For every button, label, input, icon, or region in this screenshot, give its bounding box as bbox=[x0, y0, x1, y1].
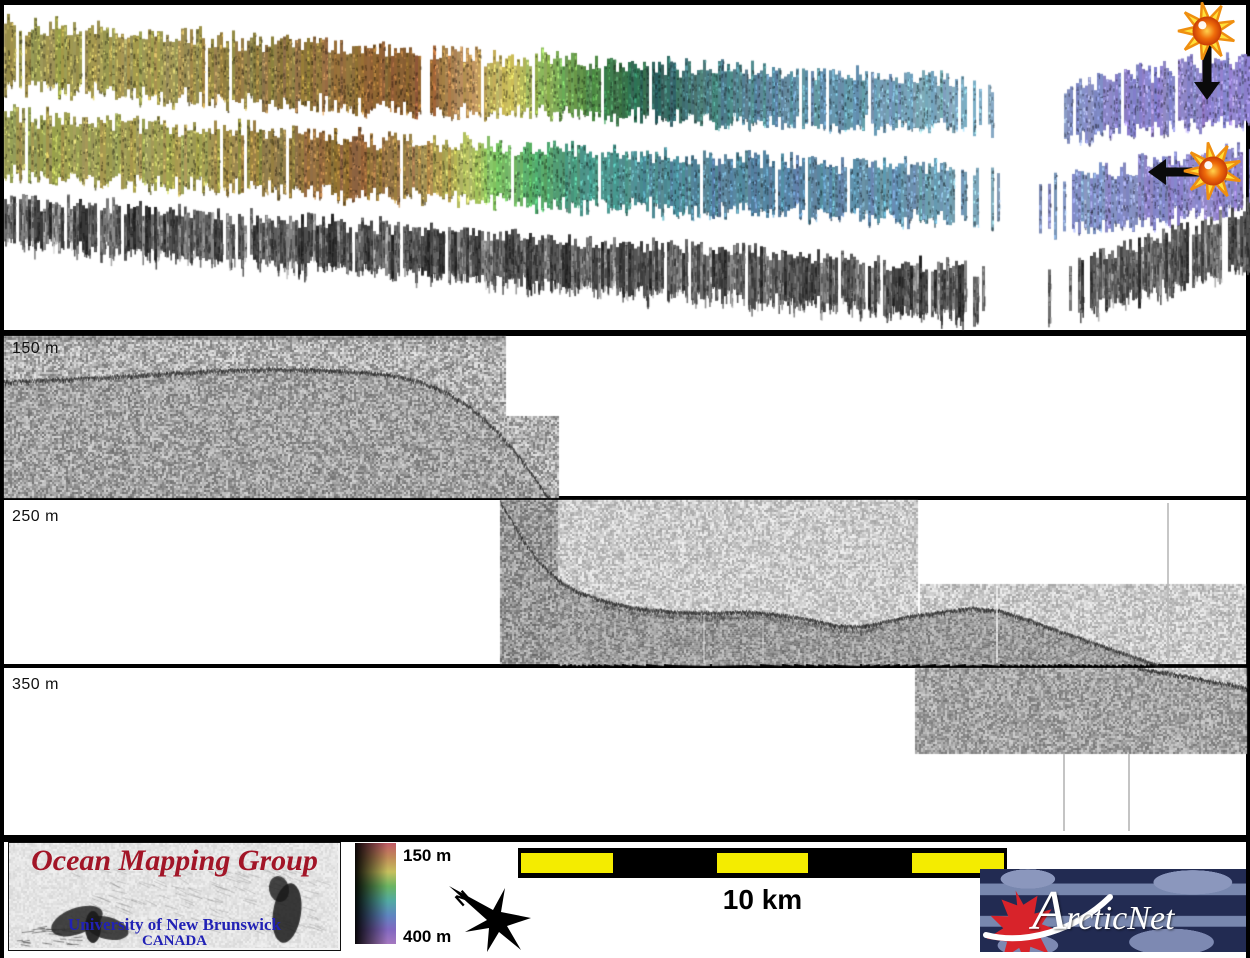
arcticnet-swash bbox=[983, 894, 1113, 942]
depth-label-250m: 250 m bbox=[12, 508, 59, 525]
artifact-line bbox=[703, 615, 705, 663]
maple-leaf-icon bbox=[986, 890, 1061, 952]
depth-colorbar bbox=[355, 843, 396, 944]
scale-bar-segment bbox=[618, 853, 711, 873]
depth-label-150m: 150 m bbox=[12, 340, 59, 357]
omg-university: University of New Brunswick bbox=[68, 915, 281, 934]
north-arrow-star bbox=[449, 886, 531, 952]
arcticnet-decoration bbox=[983, 890, 1113, 952]
ocean-mapping-group-logo: Ocean Mapping Group University of New Br… bbox=[8, 842, 341, 951]
scale-bar-segment bbox=[521, 853, 613, 873]
north-arrow: N bbox=[449, 886, 531, 952]
colorbar-bottom-label: 400 m bbox=[403, 927, 452, 946]
scale-bar-label: 10 km bbox=[722, 884, 803, 915]
artifact-line bbox=[762, 618, 764, 663]
scale-bar-segment bbox=[814, 853, 907, 873]
artifact-line bbox=[996, 586, 998, 663]
scale-bar bbox=[518, 848, 1007, 878]
artifact-line bbox=[1063, 754, 1065, 831]
scale-bar-segment bbox=[912, 853, 1004, 873]
omg-title: Ocean Mapping Group bbox=[31, 844, 318, 877]
depth-label-350m: 350 m bbox=[12, 676, 59, 693]
artifact-line bbox=[1128, 754, 1130, 831]
arcticnet-name: ArcticNet bbox=[1032, 880, 1175, 942]
omg-country: CANADA bbox=[142, 933, 207, 949]
arcticnet-logo: ArcticNet bbox=[980, 869, 1246, 952]
scale-bar-segment bbox=[716, 853, 809, 873]
artifact-line bbox=[1167, 503, 1169, 663]
omg-logo-texture bbox=[9, 843, 338, 948]
colorbar-top-label: 150 m bbox=[403, 846, 452, 865]
